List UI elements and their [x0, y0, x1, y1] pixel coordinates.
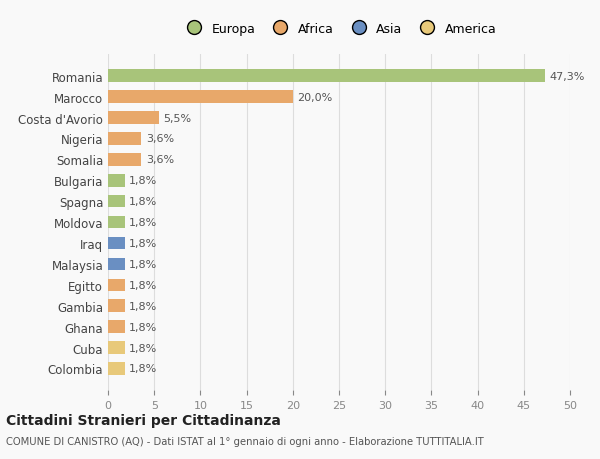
Text: 1,8%: 1,8% [129, 218, 158, 228]
Bar [108, 258, 125, 271]
Bar [108, 279, 125, 291]
Bar [108, 174, 125, 187]
Text: 1,8%: 1,8% [129, 301, 158, 311]
Text: 5,5%: 5,5% [163, 113, 191, 123]
Text: 1,8%: 1,8% [129, 322, 158, 332]
Bar [108, 91, 293, 104]
Text: 1,8%: 1,8% [129, 176, 158, 186]
Bar [108, 300, 125, 312]
Bar [108, 321, 125, 333]
Bar [108, 112, 159, 124]
Text: 1,8%: 1,8% [129, 280, 158, 290]
Bar [108, 154, 141, 166]
Bar [108, 363, 125, 375]
Bar [108, 341, 125, 354]
Legend: Europa, Africa, Asia, America: Europa, Africa, Asia, America [176, 18, 502, 41]
Text: 1,8%: 1,8% [129, 197, 158, 207]
Text: 1,8%: 1,8% [129, 364, 158, 374]
Bar [108, 216, 125, 229]
Text: 20,0%: 20,0% [298, 92, 332, 102]
Text: 1,8%: 1,8% [129, 259, 158, 269]
Text: 47,3%: 47,3% [550, 72, 585, 82]
Text: Cittadini Stranieri per Cittadinanza: Cittadini Stranieri per Cittadinanza [6, 414, 281, 428]
Text: 1,8%: 1,8% [129, 239, 158, 248]
Bar [108, 196, 125, 208]
Bar [108, 70, 545, 83]
Bar [108, 237, 125, 250]
Text: COMUNE DI CANISTRO (AQ) - Dati ISTAT al 1° gennaio di ogni anno - Elaborazione T: COMUNE DI CANISTRO (AQ) - Dati ISTAT al … [6, 437, 484, 446]
Text: 3,6%: 3,6% [146, 134, 174, 144]
Bar [108, 133, 141, 146]
Text: 1,8%: 1,8% [129, 343, 158, 353]
Text: 3,6%: 3,6% [146, 155, 174, 165]
